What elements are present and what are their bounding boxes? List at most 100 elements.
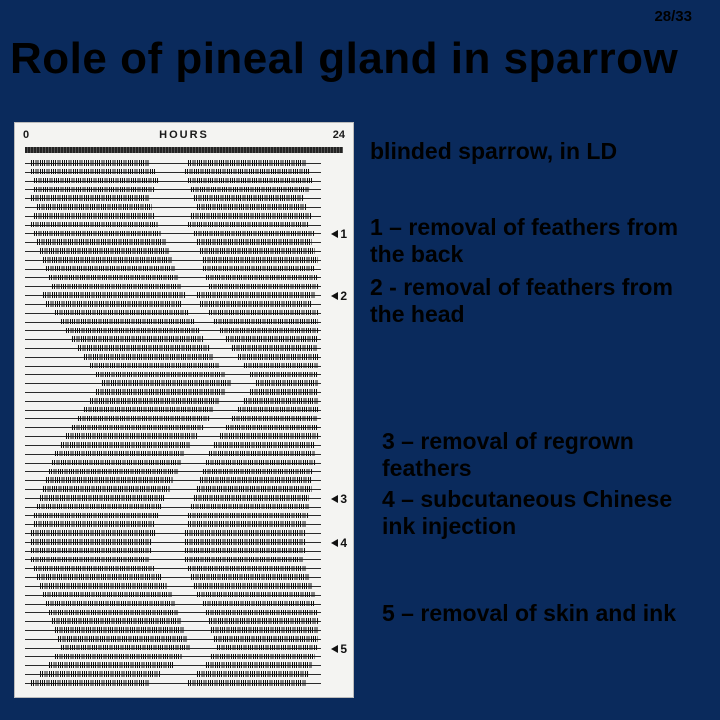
- actogram-rows: [25, 159, 321, 687]
- activity-burst: [194, 583, 312, 588]
- arrow-left-icon: [331, 230, 338, 238]
- activity-burst: [49, 610, 179, 615]
- activity-burst: [55, 310, 188, 315]
- activity-burst: [188, 160, 306, 165]
- actogram-row: [25, 617, 321, 625]
- actogram-marker-1: 1: [331, 227, 347, 241]
- actogram-row: [25, 635, 321, 643]
- axis-label-24: 24: [333, 129, 345, 141]
- activity-burst: [232, 345, 318, 350]
- activity-burst: [34, 178, 158, 183]
- activity-burst: [197, 292, 315, 297]
- activity-burst: [61, 645, 191, 650]
- arrow-left-icon: [331, 645, 338, 653]
- actogram-row: [25, 573, 321, 581]
- activity-burst: [194, 231, 315, 236]
- activity-burst: [31, 195, 149, 200]
- activity-burst: [84, 354, 214, 359]
- actogram-row: [25, 388, 321, 396]
- activity-burst: [194, 495, 309, 500]
- activity-burst: [185, 557, 303, 562]
- actogram-row: [25, 503, 321, 511]
- axis-label-hours: HOURS: [159, 129, 209, 141]
- actogram-row: [25, 256, 321, 264]
- activity-burst: [214, 319, 318, 324]
- actogram-row: [25, 194, 321, 202]
- actogram-marker-3: 3: [331, 492, 347, 506]
- activity-burst: [209, 284, 319, 289]
- activity-burst: [191, 504, 309, 509]
- activity-burst: [37, 504, 161, 509]
- activity-burst: [197, 486, 312, 491]
- actogram-axis-header: 0 HOURS 24: [23, 129, 345, 147]
- activity-burst: [52, 618, 182, 623]
- activity-burst: [34, 513, 158, 518]
- activity-burst: [49, 469, 179, 474]
- activity-burst: [46, 477, 173, 482]
- activity-burst: [203, 266, 315, 271]
- actogram-marker-5: 5: [331, 642, 347, 656]
- activity-burst: [206, 275, 318, 280]
- actogram-row: [25, 591, 321, 599]
- activity-burst: [96, 389, 226, 394]
- activity-burst: [49, 275, 179, 280]
- ann-1: 1 – removal of feathers from the back: [370, 214, 710, 268]
- activity-burst: [34, 566, 155, 571]
- activity-burst: [250, 372, 318, 377]
- activity-burst: [214, 636, 318, 641]
- actogram-row: [25, 520, 321, 528]
- activity-burst: [46, 601, 176, 606]
- activity-burst: [72, 425, 202, 430]
- activity-burst: [34, 187, 155, 192]
- actogram-row: [25, 379, 321, 387]
- arrow-left-icon: [331, 495, 338, 503]
- actogram-row: [25, 309, 321, 317]
- activity-burst: [197, 671, 309, 676]
- arrow-left-icon: [331, 539, 338, 547]
- activity-burst: [220, 433, 318, 438]
- activity-burst: [188, 178, 312, 183]
- actogram-row: [25, 397, 321, 405]
- actogram-row: [25, 274, 321, 282]
- ann-5: 5 – removal of skin and ink: [382, 600, 712, 627]
- activity-burst: [78, 345, 208, 350]
- actogram-row: [25, 203, 321, 211]
- actogram-row: [25, 600, 321, 608]
- activity-burst: [58, 636, 188, 641]
- activity-burst: [209, 451, 316, 456]
- actogram-row: [25, 212, 321, 220]
- activity-burst: [31, 557, 149, 562]
- activity-burst: [185, 530, 306, 535]
- activity-burst: [238, 354, 318, 359]
- activity-burst: [217, 645, 318, 650]
- activity-burst: [197, 239, 312, 244]
- actogram-row: [25, 362, 321, 370]
- activity-burst: [244, 398, 318, 403]
- activity-burst: [206, 460, 316, 465]
- actogram-row: [25, 300, 321, 308]
- activity-burst: [206, 662, 313, 667]
- activity-burst: [102, 380, 232, 385]
- activity-burst: [31, 680, 149, 685]
- activity-burst: [34, 213, 155, 218]
- activity-burst: [232, 416, 318, 421]
- axis-label-0: 0: [23, 129, 29, 141]
- actogram-row: [25, 371, 321, 379]
- activity-burst: [200, 301, 312, 306]
- activity-burst: [185, 548, 306, 553]
- activity-burst: [43, 592, 173, 597]
- actogram-row: [25, 185, 321, 193]
- activity-burst: [43, 486, 170, 491]
- activity-burst: [203, 257, 318, 262]
- activity-burst: [61, 319, 194, 324]
- actogram-row: [25, 529, 321, 537]
- actogram-row: [25, 485, 321, 493]
- activity-burst: [185, 539, 306, 544]
- actogram-row: [25, 476, 321, 484]
- activity-burst: [191, 574, 309, 579]
- activity-burst: [72, 336, 202, 341]
- actogram-row: [25, 582, 321, 590]
- activity-burst: [49, 662, 173, 667]
- activity-burst: [226, 336, 318, 341]
- activity-burst: [61, 442, 191, 447]
